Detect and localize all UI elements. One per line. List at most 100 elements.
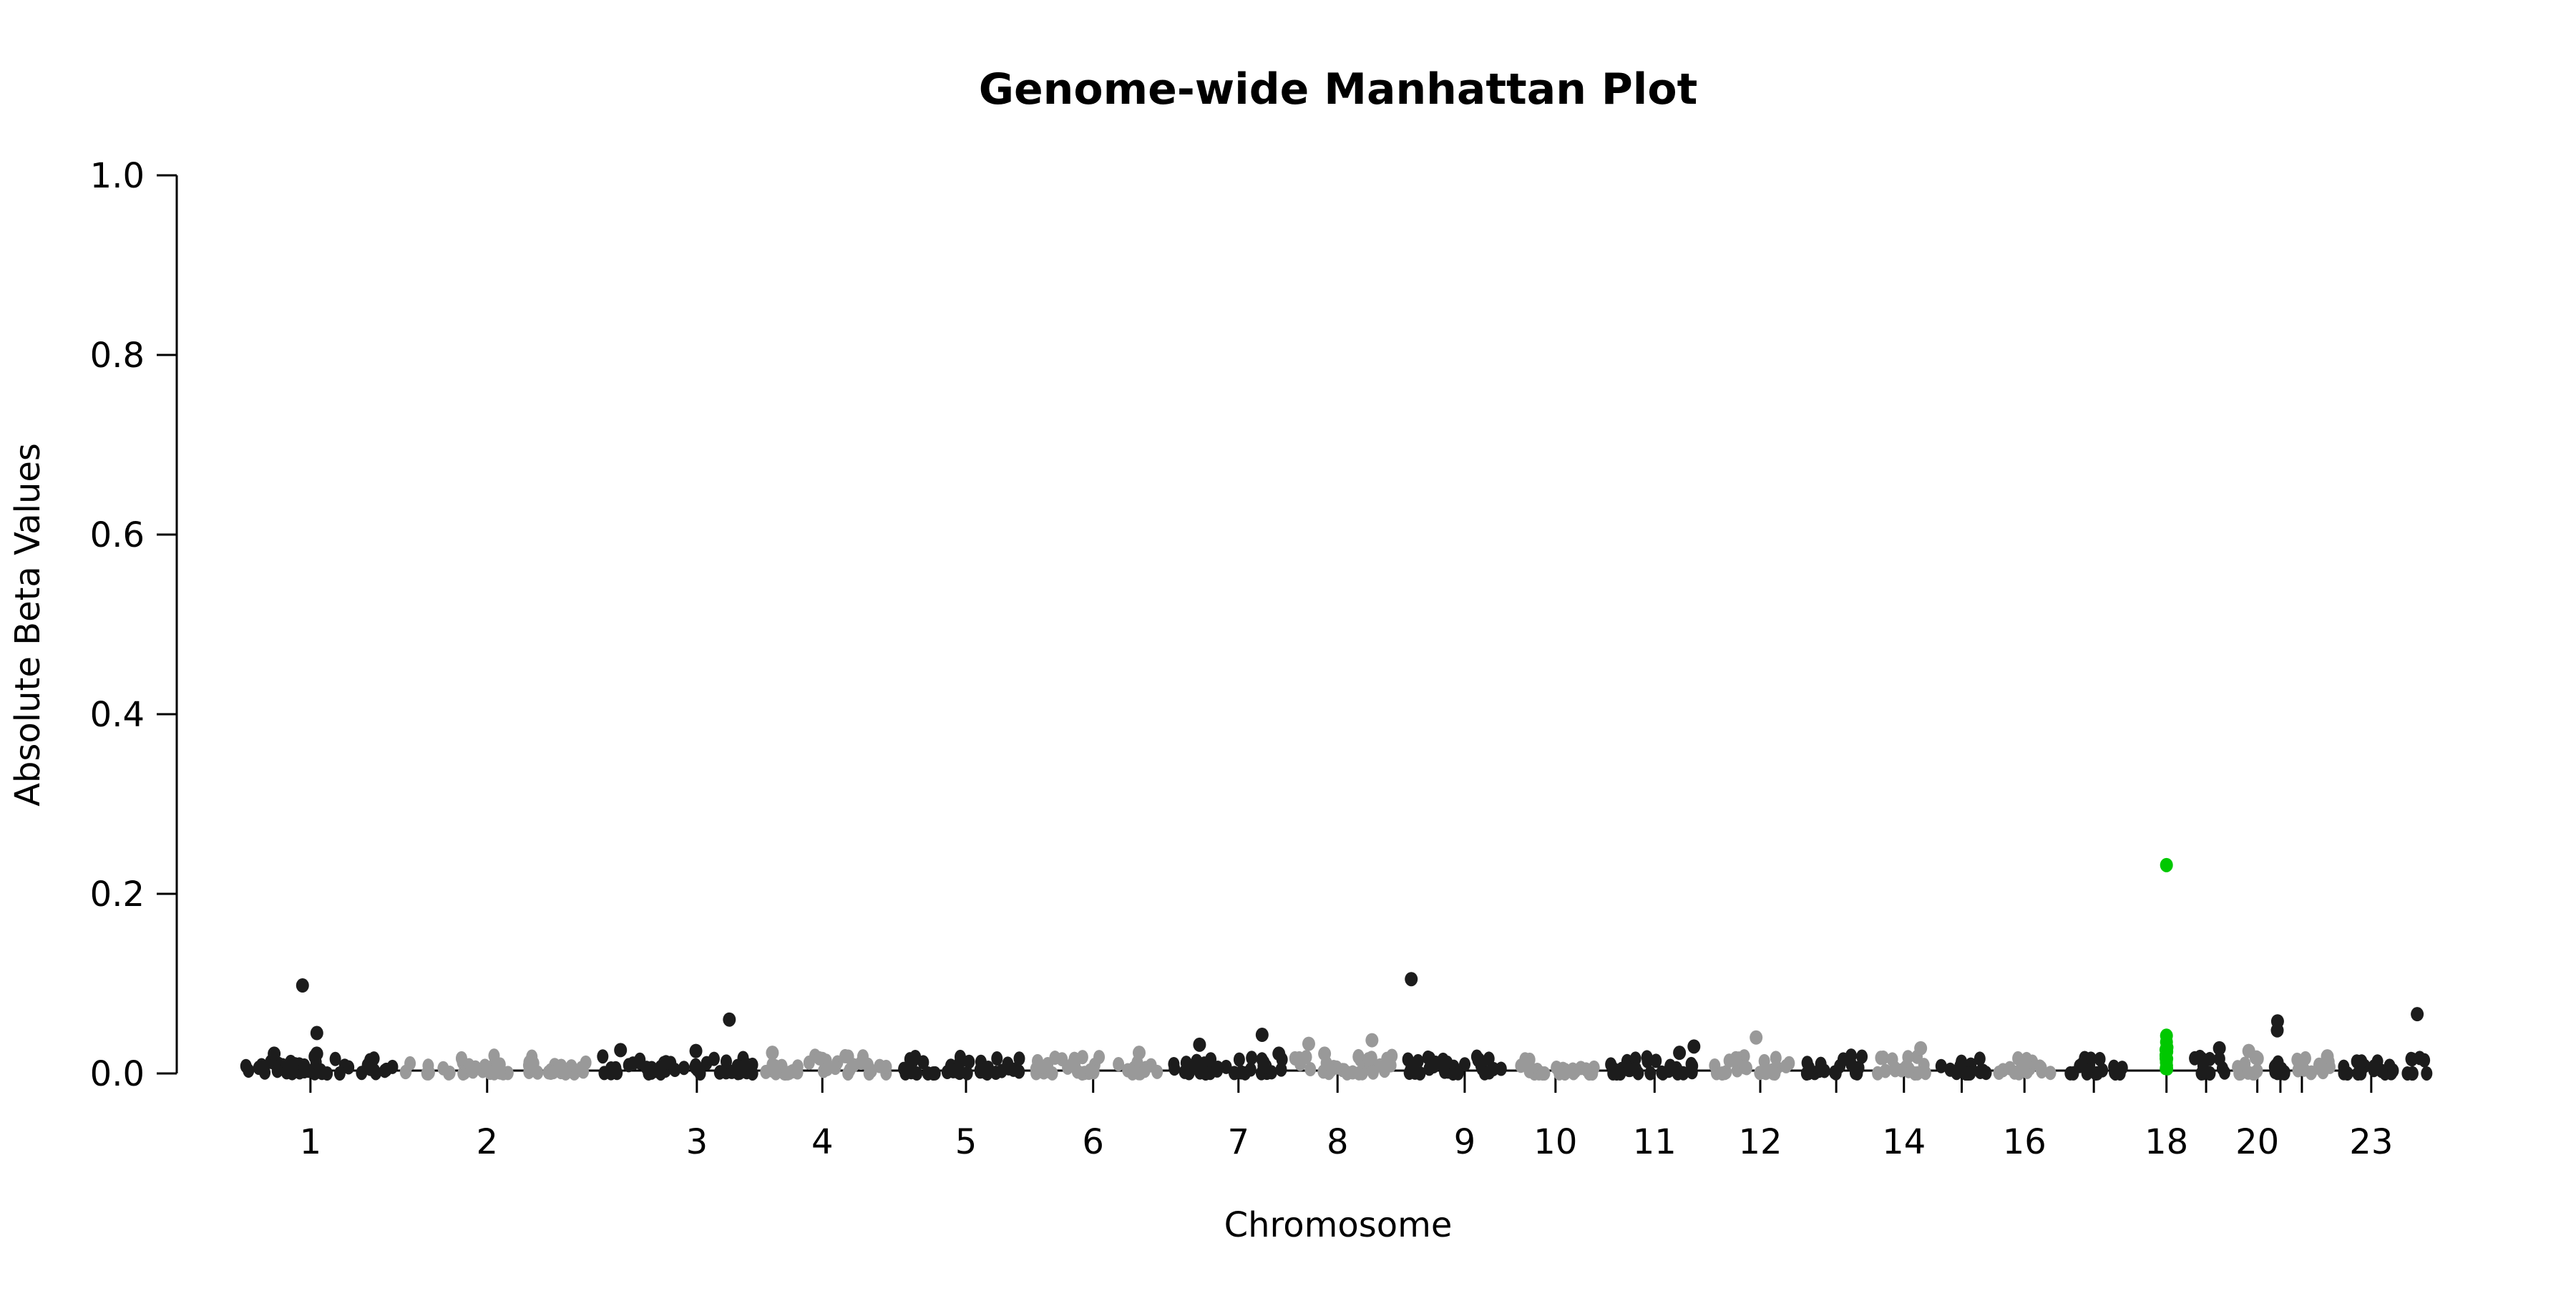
data-point <box>1758 1053 1770 1068</box>
data-point <box>2067 1066 2079 1081</box>
data-point <box>2035 1061 2047 1076</box>
data-point <box>689 1059 701 1074</box>
data-point <box>922 1066 934 1081</box>
data-point <box>1767 1066 1780 1081</box>
x-tick-label: 11 <box>1633 1122 1677 1162</box>
data-point <box>1538 1066 1551 1081</box>
data-point <box>991 1051 1003 1066</box>
data-point <box>898 1061 910 1076</box>
data-point <box>2162 1062 2174 1076</box>
data-point <box>1729 1051 1742 1066</box>
data-point <box>1068 1051 1080 1066</box>
data-point <box>575 1061 587 1076</box>
chart-title: Genome-wide Manhattan Plot <box>979 64 1698 115</box>
data-point <box>701 1056 713 1071</box>
data-point <box>1071 1064 1083 1079</box>
data-point <box>444 1066 456 1081</box>
x-tick-label: 10 <box>1533 1122 1577 1162</box>
data-point <box>1716 1066 1728 1081</box>
data-point <box>1049 1051 1061 1066</box>
data-point <box>1483 1065 1496 1080</box>
data-point <box>1521 1057 1533 1072</box>
data-point <box>2339 1066 2351 1081</box>
y-tick-label: 0.2 <box>90 875 145 915</box>
data-point <box>865 1063 877 1078</box>
data-point <box>2021 1051 2033 1066</box>
x-tick-label: 16 <box>2003 1122 2046 1162</box>
data-point <box>1845 1056 1858 1071</box>
data-point <box>1033 1060 1045 1075</box>
data-point <box>839 1048 852 1063</box>
data-point <box>2292 1063 2304 1078</box>
data-point <box>597 1049 609 1064</box>
data-point <box>1422 1050 1434 1065</box>
data-point <box>1459 1057 1471 1072</box>
data-point <box>1138 1063 1151 1078</box>
data-point <box>1423 1061 1435 1076</box>
data-point <box>282 1058 294 1073</box>
data-point <box>2316 1060 2328 1075</box>
data-point <box>1179 1064 1191 1079</box>
data-point <box>2076 1057 2088 1072</box>
y-axis-label: Absolute Beta Values <box>8 443 48 807</box>
data-point <box>1233 1052 1245 1067</box>
data-point <box>1629 1051 1641 1066</box>
data-point <box>1960 1066 1972 1081</box>
notable-data-point <box>1272 1046 1286 1061</box>
x-tick-label: 18 <box>2145 1122 2188 1162</box>
data-point <box>2204 1066 2216 1081</box>
data-point <box>333 1066 346 1081</box>
x-tick-label: 8 <box>1327 1122 1349 1162</box>
notable-data-point <box>1914 1041 1928 1056</box>
x-tick-label: 5 <box>955 1122 977 1162</box>
y-tick-label: 0.4 <box>90 695 145 735</box>
data-point <box>1293 1051 1305 1066</box>
data-point <box>1365 1051 1377 1066</box>
data-point <box>1993 1066 2005 1081</box>
data-point <box>1013 1064 1025 1079</box>
notable-data-point <box>310 1026 323 1041</box>
data-point <box>1275 1062 1287 1077</box>
data-point <box>1246 1051 1258 1066</box>
data-point <box>1199 1066 1211 1081</box>
data-point <box>1677 1066 1689 1081</box>
data-point <box>1113 1057 1125 1072</box>
x-axis: 1 2 3 4 5 6 7 8 9 10 11 12 14 16 18 20 23 <box>300 1069 2393 1162</box>
data-point <box>532 1065 544 1080</box>
data-point <box>1739 1060 1751 1075</box>
data-point <box>2116 1061 2128 1076</box>
data-point <box>2094 1051 2106 1066</box>
data-point <box>2299 1051 2311 1066</box>
data-point <box>1128 1065 1141 1080</box>
data-point <box>1815 1061 1827 1076</box>
x-tick-label: 23 <box>2349 1122 2393 1162</box>
data-point <box>669 1063 681 1078</box>
data-point <box>678 1061 690 1076</box>
data-point <box>880 1059 892 1074</box>
notable-data-point <box>2160 1041 2173 1056</box>
data-point <box>240 1058 252 1073</box>
data-point <box>455 1051 467 1066</box>
notable-data-point <box>2411 1007 2424 1022</box>
data-point <box>961 1066 973 1081</box>
data-point <box>560 1066 572 1081</box>
notable-data-point <box>2321 1049 2334 1064</box>
data-point <box>488 1066 500 1081</box>
data-point <box>713 1065 726 1080</box>
data-point <box>1872 1066 1884 1081</box>
y-tick-label: 1.0 <box>90 156 145 196</box>
data-point <box>1974 1051 1986 1066</box>
data-point <box>781 1066 794 1081</box>
data-point <box>814 1051 826 1066</box>
data-point <box>1256 1052 1268 1067</box>
notable-data-point <box>1405 972 1418 987</box>
data-point <box>1412 1053 1424 1068</box>
data-point <box>954 1049 966 1064</box>
data-point <box>1974 1064 1986 1079</box>
data-point <box>733 1060 745 1075</box>
x-tick-label: 6 <box>1082 1122 1104 1162</box>
data-point <box>1046 1066 1058 1081</box>
data-point <box>1629 1061 1641 1076</box>
notable-data-point <box>1365 1033 1379 1048</box>
data-point <box>2213 1051 2225 1066</box>
